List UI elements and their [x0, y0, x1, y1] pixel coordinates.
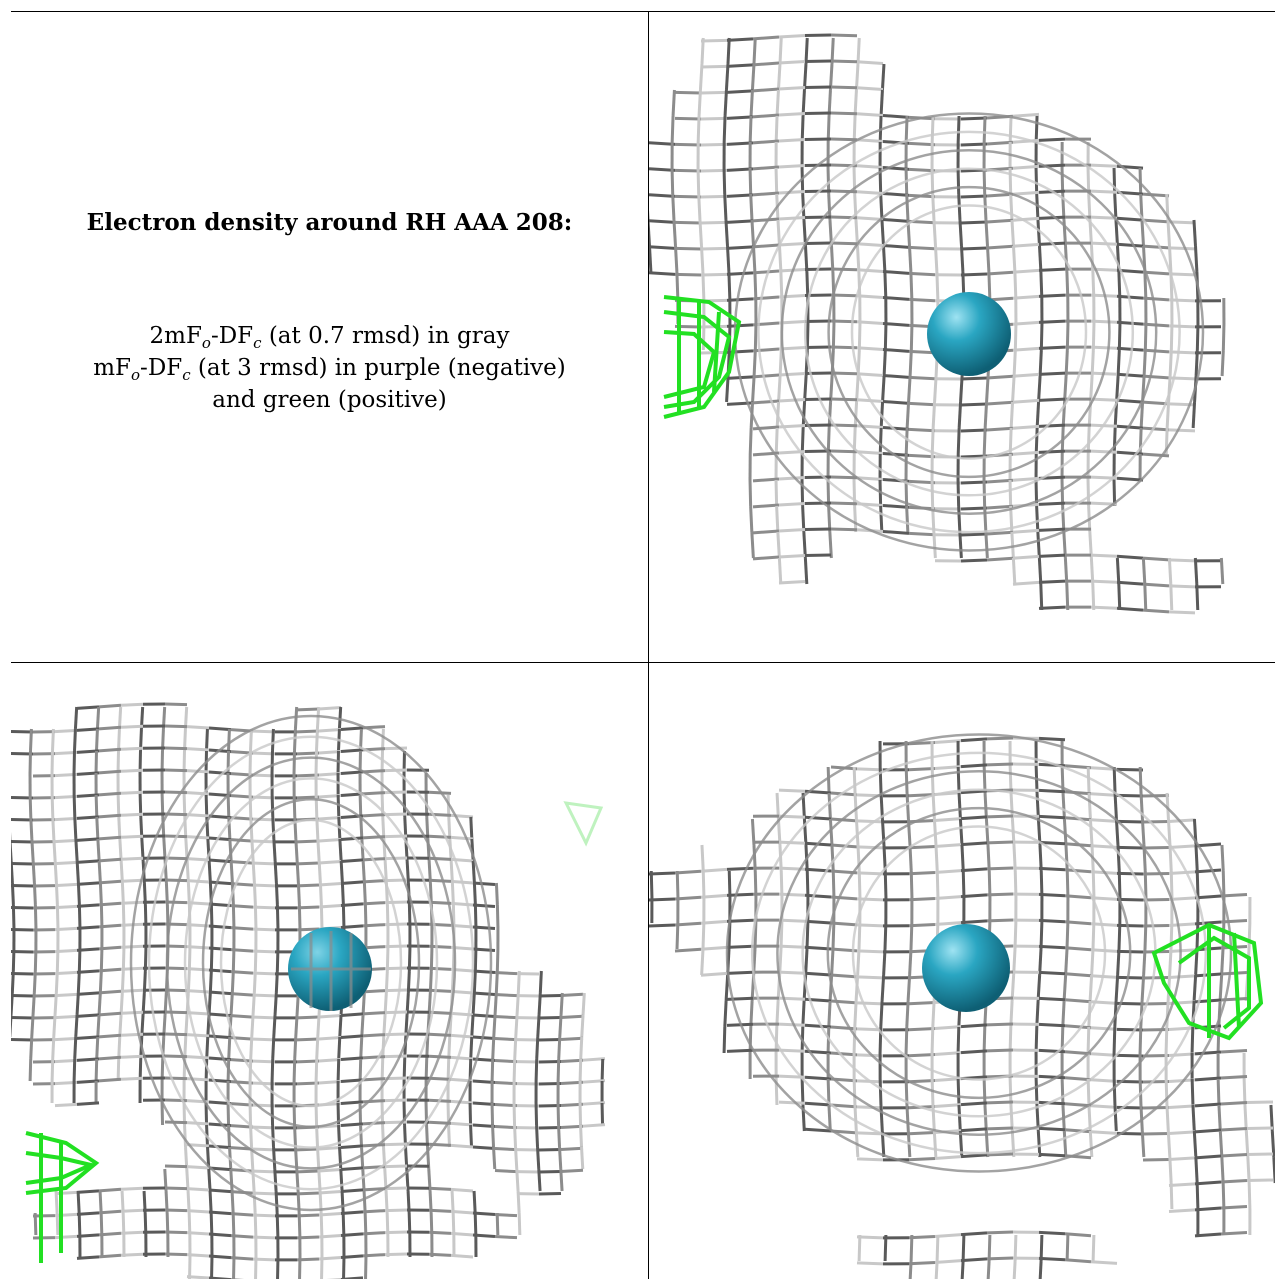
- density-view-top-right: [649, 12, 1275, 662]
- density-mesh-bottom-right: [649, 733, 1275, 1279]
- caption-line-mfo-dfc: mFo-DFc (at 3 rmsd) in purple (negative): [93, 355, 566, 384]
- rh-atom-sphere: [922, 924, 1010, 1012]
- frame-center-divider: [648, 11, 649, 1279]
- frame-top-border: [11, 11, 1275, 12]
- caption-line-green-positive: and green (positive): [212, 387, 447, 413]
- caption-panel: Electron density around RH AAA 208: 2mFo…: [11, 12, 648, 662]
- density-mesh-bottom-left: [11, 702, 606, 1279]
- caption-title: Electron density around RH AAA 208:: [86, 209, 573, 236]
- green-mesh-positive: [25, 1131, 100, 1263]
- density-view-bottom-left: [11, 663, 648, 1279]
- frame-middle-divider: [11, 662, 1275, 663]
- density-mesh-top-right: [649, 33, 1226, 615]
- rh-atom-sphere: [927, 292, 1011, 376]
- density-view-bottom-right: [649, 663, 1275, 1279]
- faint-green-mesh: [563, 801, 604, 847]
- gray-mesh-2mfo-dfc: [11, 702, 606, 1279]
- caption-line-2mfo-dfc: 2mFo-DFc (at 0.7 rmsd) in gray: [149, 323, 510, 352]
- gray-mesh-2mfo-dfc: [649, 733, 1275, 1279]
- green-mesh-positive: [1151, 922, 1264, 1041]
- green-mesh-positive: [663, 295, 742, 419]
